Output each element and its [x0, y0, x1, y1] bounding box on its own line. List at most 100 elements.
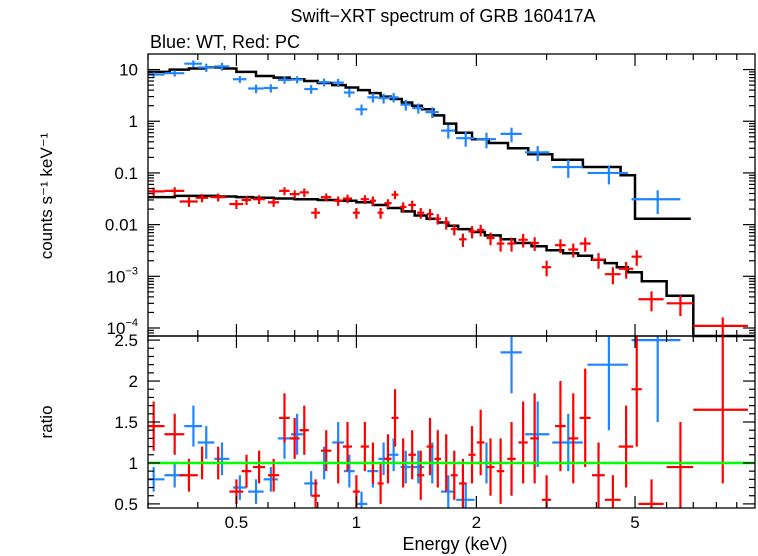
ratio-point-pc [377, 462, 384, 504]
spectrum-point-pc [426, 209, 434, 221]
bottom-data-layer [148, 336, 748, 508]
ratio-point-pc [417, 450, 425, 500]
spectrum-point-pc [417, 207, 425, 219]
spectrum-point-pc [195, 194, 209, 203]
ratio-point-pc [148, 401, 165, 451]
ratio-point-wt [388, 438, 399, 472]
top-model-layer [148, 66, 755, 338]
ratio-point-pc [289, 417, 300, 459]
model-curve-pc [148, 194, 755, 338]
spectrum-point-wt [248, 84, 264, 94]
y-tick-label: 10−4 [107, 317, 138, 338]
spectrum-point-wt [164, 70, 185, 77]
ratio-point-wt [290, 413, 304, 455]
spectrum-point-pc [360, 195, 369, 205]
spectrum-point-wt [500, 127, 522, 143]
spectrum-point-pc [384, 199, 392, 208]
ratio-point-pc [459, 458, 467, 508]
spectrum-point-pc [496, 237, 505, 252]
ratio-point-wt [184, 405, 203, 447]
spectrum-point-pc [459, 233, 467, 247]
ratio-point-pc [434, 430, 441, 488]
y-tick-label: 0.01 [105, 216, 138, 235]
spectrum-point-wt [552, 159, 583, 178]
ratio-point-pc [496, 438, 505, 504]
spectrum-point-pc [164, 187, 185, 196]
ratio-tick-label: 1.5 [114, 413, 138, 432]
spectrum-point-pc [518, 233, 528, 248]
spectrum-point-pc [507, 237, 516, 252]
spectrum-point-wt [631, 190, 681, 215]
ratio-point-wt [214, 442, 230, 476]
spectrum-point-pc [333, 196, 343, 206]
ratio-point-pc [384, 434, 392, 484]
ratio-point-pc [179, 458, 198, 492]
spectrum-point-wt [263, 84, 278, 93]
spectrum-point-wt [214, 62, 230, 71]
bottom-plot-frame [147, 335, 756, 509]
ratio-point-pc [486, 438, 495, 496]
ratio-point-pc [638, 479, 664, 508]
spectrum-point-pc [299, 188, 309, 198]
chart-subtitle: Blue: WT, Red: PC [150, 32, 300, 52]
spectrum-point-wt [197, 63, 215, 72]
x-tick-label: 5 [630, 513, 639, 532]
ratio-point-wt [197, 426, 215, 459]
ratio-point-pc [555, 381, 566, 472]
x-axis-label: Energy (keV) [402, 534, 507, 554]
spectrum-point-pc [530, 237, 539, 251]
spectrum-point-pc [279, 187, 290, 196]
spectrum-point-wt [425, 107, 439, 119]
ratio-point-wt [232, 475, 247, 500]
spectrum-point-wt [232, 76, 247, 83]
x-tick-label: 0.5 [225, 513, 249, 532]
spectrum-point-wt [332, 78, 344, 87]
ratio-tick-label: 2 [129, 372, 138, 391]
spectrum-point-wt [355, 104, 368, 116]
y-tick-label: 10−3 [107, 265, 138, 286]
spectrum-point-wt [456, 131, 475, 147]
spectrum-point-wt [367, 93, 379, 103]
spectrum-point-wt [400, 99, 411, 111]
ratio-point-wt [248, 479, 264, 504]
spectrum-point-pc [229, 199, 244, 210]
spectrum-point-pc [252, 195, 266, 205]
spectrum-point-pc [321, 193, 332, 202]
spectrum-point-pc [210, 193, 226, 202]
spectrum-point-pc [399, 202, 407, 213]
ratio-point-pc [408, 430, 416, 480]
ratio-point-pc [279, 393, 290, 443]
spectrum-point-pc [592, 253, 605, 269]
ratio-point-pc [241, 454, 252, 488]
spectrum-point-pc [579, 237, 591, 252]
spectrum-point-pc [267, 198, 280, 207]
y-tick-label: 10 [119, 61, 138, 80]
spectrum-point-pc [631, 250, 642, 266]
top-data-layer [148, 60, 748, 336]
ratio-point-wt [440, 475, 456, 508]
ratio-point-pc [252, 450, 266, 484]
spectrum-point-pc [638, 291, 664, 312]
ratio-point-pc [426, 417, 434, 476]
spectrum-point-pc [476, 224, 485, 237]
model-curve-wt [148, 66, 691, 220]
spectrum-point-pc [618, 261, 634, 279]
ratio-point-pc [164, 413, 185, 455]
ratio-point-pc [604, 475, 621, 508]
bottom-y-axis-label: ratio [37, 405, 56, 438]
ratio-point-wt [456, 483, 475, 508]
ratio-tick-label: 0.5 [114, 495, 138, 514]
ratio-tick-label: 1 [129, 454, 138, 473]
spectrum-point-wt [476, 132, 497, 149]
ratio-point-pc [311, 479, 320, 508]
ratio-point-pc [450, 450, 458, 500]
ratio-point-wt [412, 450, 425, 484]
y-tick-label: 0.1 [114, 164, 138, 183]
ratio-point-pc [518, 401, 528, 484]
spectrum-point-pc [408, 200, 416, 211]
spectrum-point-wt [317, 78, 331, 87]
spectrum-point-wt [290, 76, 304, 84]
spectrum-point-pc [377, 207, 384, 219]
spectrum-point-wt [587, 165, 628, 185]
spectrum-point-wt [388, 93, 399, 103]
